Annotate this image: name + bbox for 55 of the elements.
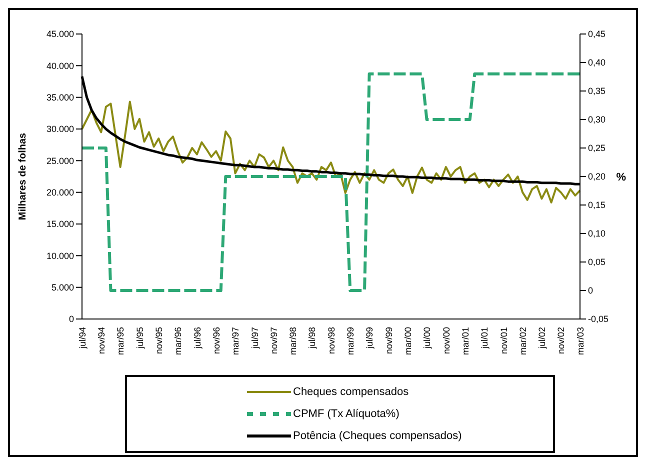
y-tick-label: 0 [68,314,74,324]
x-tick-label: mar/02 [518,327,528,356]
x-tick-label: jul/95 [134,327,145,350]
x-tick-label: jul/94 [77,327,88,350]
x-tick-label: jul/99 [364,327,375,350]
x-tick-label: nov/97 [268,327,279,354]
y2-tick-label: 0,15 [588,200,606,210]
x-tick-label: nov/98 [326,327,336,354]
x-tick-label: jul/00 [422,327,432,350]
x-tick-label: nov/01 [498,327,509,354]
y2-tick-label: -0,05 [588,314,609,324]
x-tick-label: mar/03 [575,327,586,356]
x-tick-label: mar/00 [403,327,414,356]
x-tick-label: mar/99 [346,327,356,356]
y-tick-label: 5.000 [51,282,74,293]
line-series [81,100,581,204]
x-tick-label: mar/98 [288,327,298,356]
x-tick-label: jul/01 [480,327,490,350]
x-tick-label: nov/99 [384,327,394,354]
x-tick-label: nov/96 [211,327,222,354]
x-tick-label: mar/01 [460,327,470,356]
legend-label: Cheques compensados [293,386,409,398]
x-tick-label: jul/02 [537,327,548,350]
x-tick-label: jul/96 [192,327,202,350]
y-tick-label: 15.000 [46,219,74,230]
x-tick-label: nov/02 [556,327,566,354]
y-tick-label: 40.000 [46,60,74,71]
y2-tick-label: 0 [588,286,594,296]
y-tick-label: 45.000 [46,29,74,40]
y2-tick-label: 0,35 [588,86,606,96]
y2-tick-label: 0,40 [588,58,606,68]
y2-tick-label: 0,05 [588,257,606,268]
y2-tick-label: 0,25 [588,143,606,154]
y2-tick-label: 0,20 [588,172,606,182]
y-tick-label: 30.000 [46,124,74,134]
x-tick-label: mar/97 [230,327,241,356]
y2-tick-label: 0,30 [588,114,606,125]
x-tick-label: jul/97 [250,327,260,350]
legend-label: Potência (Cheques compensados) [293,430,462,442]
y-tick-label: 20.000 [46,188,74,198]
y-tick-label: 35.000 [46,92,74,103]
x-tick-label: jul/98 [307,327,318,350]
x-tick-label: nov/94 [96,327,107,354]
x-tick-label: nov/95 [154,327,164,354]
x-tick-label: nov/00 [441,327,452,354]
y2-axis-title: % [616,171,626,184]
y2-tick-label: 0,45 [588,29,606,40]
line-series [80,72,582,292]
y-tick-label: 10.000 [46,250,74,261]
y2-tick-label: 0,10 [588,228,606,239]
legend-label: CPMF (Tx Alíquota%) [293,408,400,420]
x-tick-label: mar/96 [173,327,184,356]
y-axis-title: Milhares de folhas [18,132,29,220]
x-tick-label: mar/95 [116,327,126,356]
y-tick-label: 25.000 [46,156,74,166]
